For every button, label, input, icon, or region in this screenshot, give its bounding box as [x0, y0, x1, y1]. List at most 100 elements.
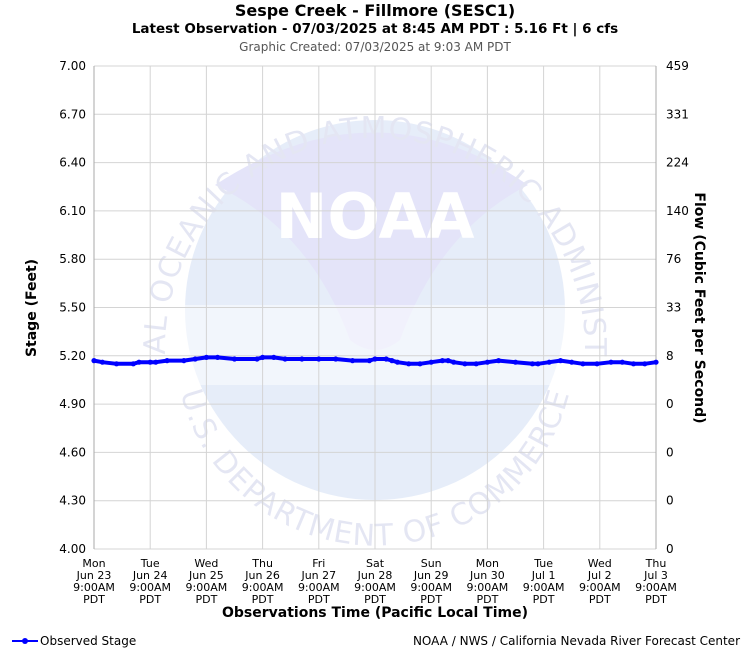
- y-tick-label: 4.00: [59, 542, 86, 556]
- data-point: [406, 361, 412, 367]
- y-tick-labels: 7.00 6.70 6.40 6.10 5.80 5.50 5.20 4.90 4.60 4.30…: [59, 59, 86, 556]
- data-point: [260, 354, 266, 360]
- grid-lines: [93, 65, 657, 550]
- x-tick-label: Tue Jun 24 9:00AM PDT: [129, 557, 171, 606]
- y2-tick-label: 224: [666, 156, 689, 170]
- graphic-created: Graphic Created: 07/03/2025 at 9:03 AM P…: [239, 40, 511, 54]
- x-tick-label: Mon Jun 30 9:00AM PDT: [467, 557, 509, 606]
- y-tick-label: 4.90: [59, 397, 86, 411]
- y-tick-label: 5.50: [59, 301, 86, 315]
- data-point: [215, 354, 221, 360]
- data-point: [496, 358, 502, 364]
- data-point: [445, 358, 451, 364]
- data-point: [557, 358, 564, 364]
- y2-tick-label: 33: [666, 301, 681, 315]
- chart-title: Sespe Creek - Fillmore (SESC1): [234, 1, 516, 20]
- data-point: [451, 359, 457, 365]
- data-point: [428, 359, 434, 365]
- latest-observation: Latest Observation - 07/03/2025 at 8:45 …: [131, 21, 619, 37]
- y2-tick-label: 331: [666, 107, 689, 121]
- data-point: [535, 361, 541, 367]
- y2-tick-label: 76: [666, 252, 681, 266]
- y2-tick-label: 0: [666, 542, 674, 556]
- y2-axis-label: Flow (Cubic Feet per Second): [691, 192, 707, 423]
- y-tick-label: 6.10: [59, 204, 86, 218]
- y2-tick-label: 0: [666, 397, 674, 411]
- data-point: [136, 359, 142, 365]
- data-point: [546, 359, 552, 365]
- data-point: [181, 358, 187, 364]
- y2-tick-label: 0: [666, 494, 674, 508]
- data-point: [254, 356, 260, 362]
- y-tick-label: 4.30: [59, 494, 86, 508]
- data-point: [569, 359, 575, 365]
- x-tick-label: Fri Jun 27 9:00AM PDT: [298, 557, 340, 606]
- data-point: [417, 361, 423, 367]
- data-point: [113, 361, 120, 367]
- data-point: [473, 361, 479, 367]
- y-tick-label: 5.20: [59, 349, 86, 363]
- y2-tick-label: 140: [666, 204, 689, 218]
- credit-text: NOAA / NWS / California Nevada River For…: [412, 634, 740, 648]
- data-point: [462, 361, 468, 367]
- x-tick-label: Tue Jul 1 9:00AM PDT: [523, 557, 565, 606]
- data-point: [439, 358, 445, 364]
- data-point: [91, 358, 97, 364]
- data-point: [333, 356, 339, 362]
- data-point: [316, 356, 322, 362]
- data-point: [282, 356, 288, 362]
- x-tick-label: Wed Jun 25 9:00AM PDT: [186, 557, 228, 606]
- series-layer: [91, 354, 659, 367]
- data-point: [147, 359, 153, 365]
- x-tick-label: Thu Jun 26 9:00AM PDT: [242, 557, 284, 606]
- data-point: [203, 354, 209, 360]
- x-tick-labels: Mon Jun 23 9:00AM PDT Tue Jun 24 9:00AM PDT Wed J…: [73, 557, 677, 606]
- data-point: [642, 361, 648, 367]
- data-point: [271, 354, 277, 360]
- data-point: [372, 356, 378, 362]
- data-point: [349, 358, 356, 364]
- data-point: [484, 359, 490, 365]
- noaa-watermark: NOAA NATIONAL OCEANIC AND ATMOSPHERIC AD…: [0, 0, 611, 554]
- y-tick-label: 6.40: [59, 156, 86, 170]
- data-point: [192, 356, 198, 362]
- x-tick-label: Sat Jun 28 9:00AM PDT: [354, 557, 396, 606]
- x-tick-label: Mon Jun 23 9:00AM PDT: [73, 557, 115, 606]
- data-point: [653, 359, 659, 365]
- x-tick-label: Thu Jul 3 9:00AM PDT: [635, 557, 677, 606]
- y-axis-label: Stage (Feet): [24, 259, 40, 357]
- y-tick-label: 5.80: [59, 252, 86, 266]
- x-tick-label: Wed Jul 2 9:00AM PDT: [579, 557, 621, 606]
- legend-label: Observed Stage: [40, 634, 137, 648]
- data-point: [231, 356, 238, 362]
- y2-tick-label: 8: [666, 349, 674, 363]
- data-point: [512, 359, 519, 365]
- data-point: [153, 359, 159, 365]
- data-point: [389, 358, 395, 364]
- x-tick-label: Sun Jun 29 9:00AM PDT: [410, 557, 452, 606]
- y2-tick-label: 459: [666, 59, 689, 73]
- data-point: [366, 358, 372, 364]
- data-point: [630, 361, 637, 367]
- data-point: [580, 361, 586, 367]
- legend-swatch: [12, 636, 38, 646]
- y2-tick-label: 0: [666, 445, 674, 459]
- data-point: [608, 359, 614, 365]
- data-point: [299, 356, 305, 362]
- data-point: [164, 358, 170, 364]
- x-axis-label: Observations Time (Pacific Local Time): [222, 605, 528, 621]
- data-point: [529, 361, 536, 367]
- y-tick-label: 7.00: [59, 59, 86, 73]
- y-tick-label: 6.70: [59, 107, 86, 121]
- legend: Observed Stage: [12, 634, 136, 648]
- data-point: [383, 356, 389, 362]
- data-point: [99, 359, 105, 365]
- y-tick-label: 4.60: [59, 445, 86, 459]
- y2-tick-labels: 459 331 224 140 76 33 8 0 0 0 0: [666, 59, 689, 556]
- data-point: [619, 359, 625, 365]
- data-point: [394, 359, 401, 365]
- axes: [93, 66, 657, 549]
- data-point: [594, 361, 600, 367]
- data-point: [130, 361, 136, 367]
